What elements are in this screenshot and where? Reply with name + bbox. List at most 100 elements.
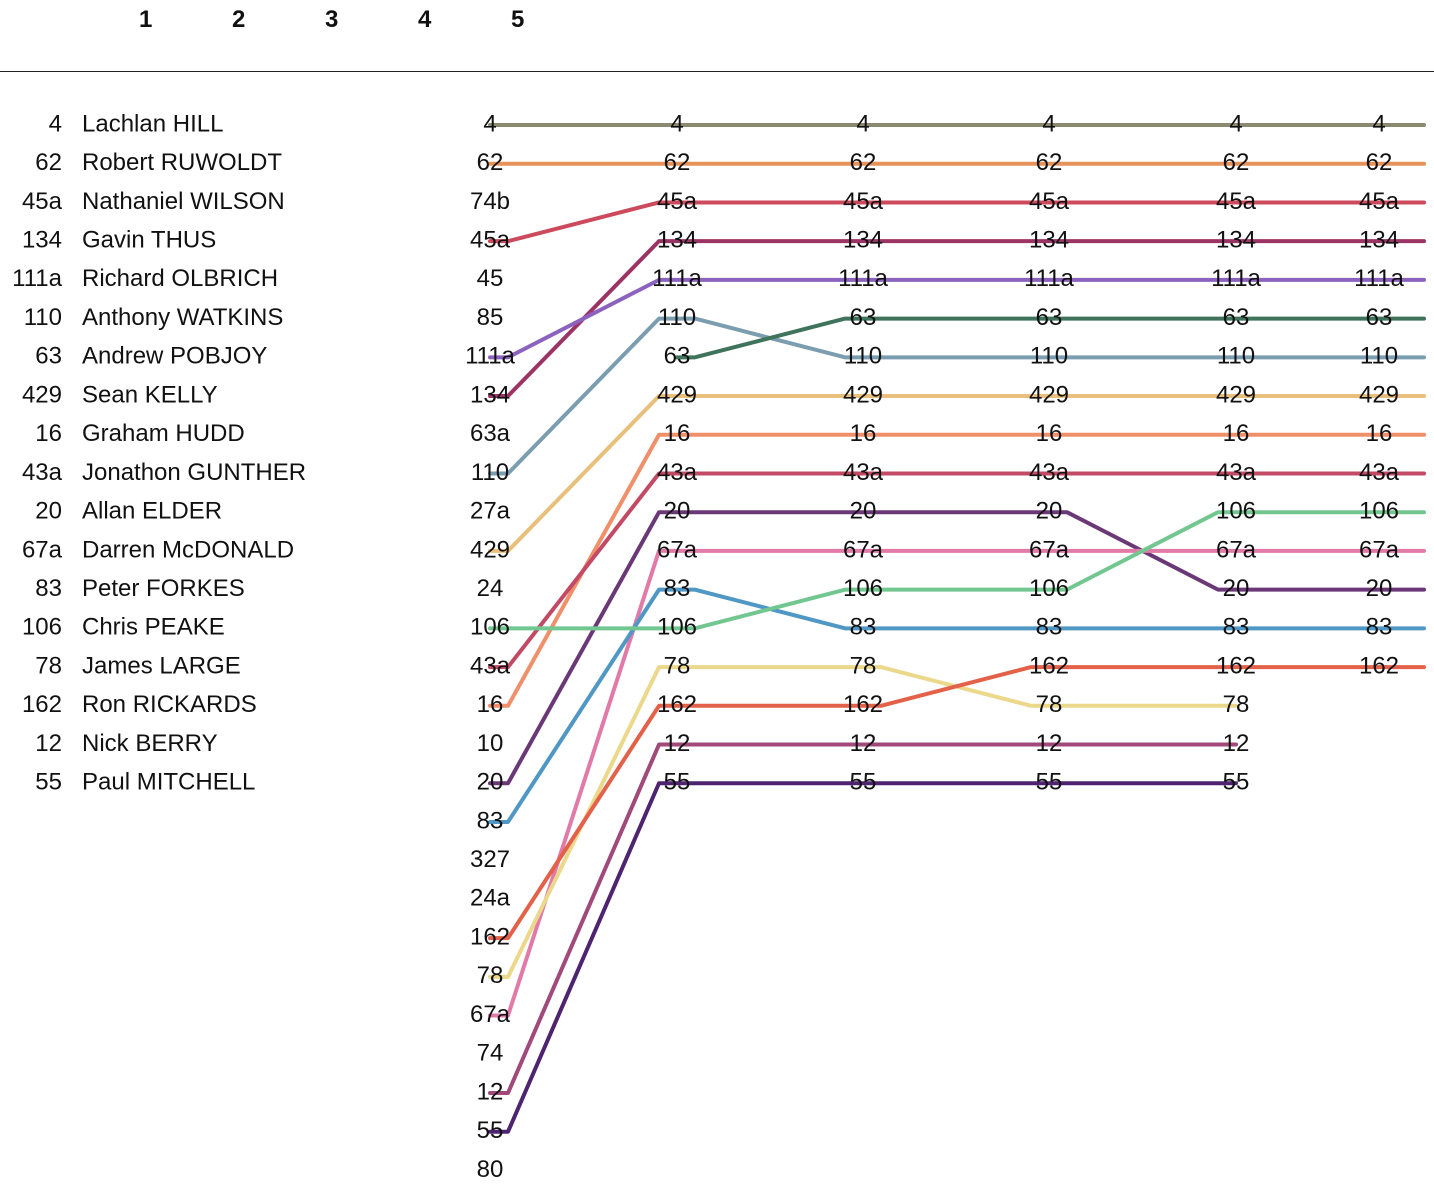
position-label-12: 12 (1036, 730, 1063, 757)
position-label-43a: 43a (1216, 459, 1257, 486)
position-label-429: 429 (843, 381, 883, 408)
position-label-67a: 67a (1029, 536, 1070, 563)
series-line-43a (488, 471, 1426, 670)
position-label-43a: 43a (657, 459, 698, 486)
result-number: 67a (22, 536, 63, 563)
grid-position-label: 62 (477, 149, 504, 176)
grid-position-label: 74 (477, 1040, 504, 1067)
result-driver-name: Robert RUWOLDT (82, 149, 282, 176)
grid-position-label: 10 (477, 730, 504, 757)
result-number: 429 (22, 381, 62, 408)
position-label-162: 162 (1359, 652, 1399, 679)
grid-position-label: 16 (477, 691, 504, 718)
position-label-134: 134 (1359, 227, 1399, 254)
grid-position-label: 63a (470, 420, 511, 447)
lap-number-5: 5 (511, 6, 525, 33)
position-label-16: 16 (1223, 420, 1250, 447)
position-label-110: 110 (1217, 343, 1255, 370)
position-label-67a: 67a (843, 536, 884, 563)
grid-position-label: 4 (483, 110, 496, 137)
result-number: 83 (35, 575, 62, 602)
grid-position-label: 45a (470, 227, 511, 254)
position-label-20: 20 (850, 498, 877, 525)
position-label-45a: 45a (1029, 188, 1070, 215)
grid-position-label: 78 (477, 962, 504, 989)
position-label-20: 20 (1223, 575, 1250, 602)
position-label-106: 106 (657, 614, 697, 641)
result-driver-name: Andrew POBJOY (82, 343, 267, 370)
position-label-20: 20 (1366, 575, 1393, 602)
position-label-63: 63 (1366, 304, 1393, 331)
position-label-63: 63 (664, 343, 691, 370)
result-number: 55 (35, 769, 62, 796)
result-driver-name: Nick BERRY (82, 730, 218, 757)
position-label-63: 63 (1223, 304, 1250, 331)
position-label-16: 16 (664, 420, 691, 447)
series-line-162 (488, 665, 1426, 941)
position-label-16: 16 (1366, 420, 1393, 447)
series-line-106 (488, 510, 1426, 631)
position-label-63: 63 (850, 304, 877, 331)
position-label-4: 4 (1042, 110, 1055, 137)
position-label-67a: 67a (1216, 536, 1257, 563)
result-number: 162 (22, 691, 62, 718)
result-number: 110 (24, 304, 62, 331)
grid-position-label: 162 (470, 923, 510, 950)
position-label-62: 62 (850, 149, 877, 176)
grid-position-label: 85 (477, 304, 504, 331)
lap-number-4: 4 (418, 6, 432, 33)
grid-position-label: 111a (465, 343, 515, 370)
series-lines (488, 123, 1426, 1134)
grid-position-label: 327 (470, 846, 510, 873)
grid-position-label: 12 (477, 1078, 504, 1105)
position-label-162: 162 (657, 691, 697, 718)
position-label-20: 20 (664, 498, 691, 525)
result-driver-name: Lachlan HILL (82, 110, 223, 137)
series-line-110 (488, 316, 1426, 476)
position-label-62: 62 (1036, 149, 1063, 176)
grid-position-label: 134 (470, 381, 510, 408)
series-line-111a (488, 277, 1426, 360)
position-label-134: 134 (1029, 227, 1069, 254)
result-driver-name: Jonathon GUNTHER (82, 459, 306, 486)
position-label-62: 62 (1223, 149, 1250, 176)
grid-position-label: 45 (477, 265, 504, 292)
result-driver-name: Peter FORKES (82, 575, 245, 602)
result-number: 4 (49, 110, 62, 137)
position-label-111a: 111a (1211, 265, 1261, 292)
position-label-62: 62 (1366, 149, 1393, 176)
series-line-12 (488, 742, 1238, 1095)
grid-position-label: 27a (470, 498, 511, 525)
position-label-45a: 45a (657, 188, 698, 215)
result-driver-name: Darren McDONALD (82, 536, 294, 563)
position-label-4: 4 (1229, 110, 1242, 137)
result-number: 63 (35, 343, 62, 370)
result-number: 134 (22, 227, 62, 254)
position-label-162: 162 (843, 691, 883, 718)
grid-position-label: 106 (470, 614, 510, 641)
series-line-83 (488, 587, 1426, 824)
position-label-83: 83 (1366, 614, 1393, 641)
position-label-62: 62 (664, 149, 691, 176)
position-label-4: 4 (1372, 110, 1385, 137)
result-driver-name: Paul MITCHELL (82, 769, 255, 796)
position-label-78: 78 (1223, 691, 1250, 718)
position-label-134: 134 (843, 227, 883, 254)
grid-position-label: 83 (477, 807, 504, 834)
result-driver-name: Gavin THUS (82, 227, 216, 254)
position-label-20: 20 (1036, 498, 1063, 525)
series-line-78 (488, 665, 1238, 979)
position-label-429: 429 (1359, 381, 1399, 408)
position-label-106: 106 (843, 575, 883, 602)
grid-position-label: 67a (470, 1001, 511, 1028)
position-label-429: 429 (1216, 381, 1256, 408)
series-line-16 (488, 432, 1426, 708)
result-driver-name: James LARGE (82, 652, 241, 679)
result-driver-name: Anthony WATKINS (82, 304, 283, 331)
lap-number-3: 3 (325, 6, 339, 33)
grid-position-label: 55 (477, 1117, 504, 1144)
position-label-78: 78 (664, 652, 691, 679)
position-label-45a: 45a (1216, 188, 1257, 215)
position-label-55: 55 (664, 769, 691, 796)
